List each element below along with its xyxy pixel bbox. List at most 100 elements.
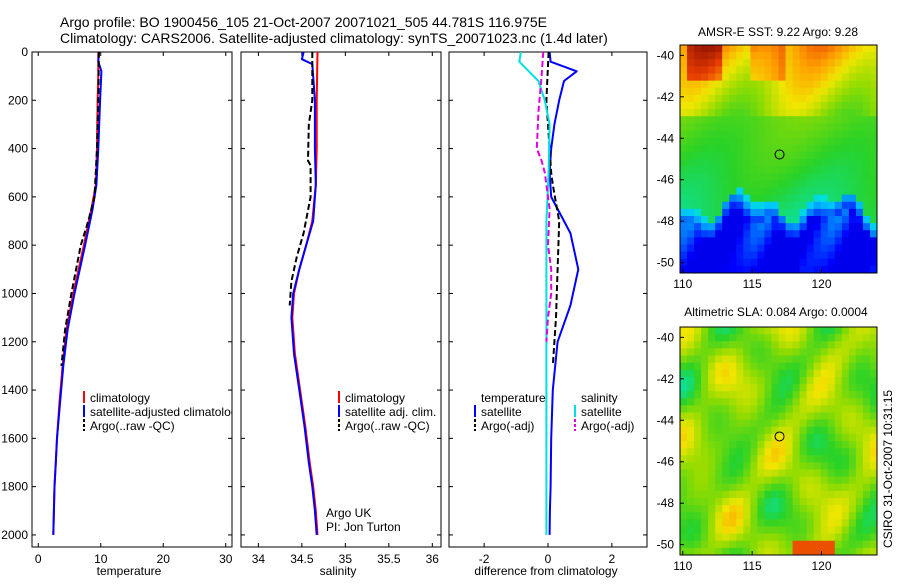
map-cell <box>841 159 850 167</box>
argo-position-marker <box>774 149 785 160</box>
map-cell <box>820 512 829 520</box>
map-cell <box>715 327 723 335</box>
map-cell <box>743 208 751 217</box>
map-cell <box>715 94 723 103</box>
x-tick-label: 36 <box>426 552 440 566</box>
map-cell <box>834 490 843 499</box>
map-cell <box>820 45 829 53</box>
map-cell <box>743 469 751 478</box>
map-cell <box>743 166 751 174</box>
map-cell <box>869 102 877 110</box>
map-cell <box>806 519 815 528</box>
map-cell <box>792 462 801 471</box>
map-cell <box>806 223 815 231</box>
map-cell <box>785 519 794 528</box>
map-cell <box>687 327 695 335</box>
map-cell <box>785 208 794 217</box>
map-cell <box>785 334 794 342</box>
map-cell <box>771 180 780 189</box>
map-cell <box>687 512 695 520</box>
map-cell <box>757 483 766 492</box>
map-cell <box>680 327 688 335</box>
map-cell <box>736 376 744 385</box>
map-cell <box>827 526 836 535</box>
map-cell <box>792 244 801 253</box>
map-cell <box>834 137 843 146</box>
map-cell <box>806 448 815 456</box>
map-cell <box>757 426 766 435</box>
map-cell <box>855 433 864 442</box>
map-cell <box>764 166 773 174</box>
map-cell <box>715 376 723 385</box>
map-cell <box>687 194 695 203</box>
map-cell <box>792 369 801 378</box>
map-cell <box>743 455 751 463</box>
map-cell <box>778 376 787 385</box>
map-cell <box>715 547 723 555</box>
map-cell <box>813 448 822 456</box>
map-cell <box>771 462 780 471</box>
map-cell <box>694 405 702 414</box>
map-cell <box>820 369 829 378</box>
map-cell <box>813 66 822 75</box>
map-cell <box>722 52 730 60</box>
map-cell <box>729 448 737 456</box>
map-cell <box>813 73 822 82</box>
map-cell <box>834 362 843 371</box>
map-cell <box>841 59 850 67</box>
map-cell <box>820 540 829 549</box>
map-cell <box>820 251 829 260</box>
map-cell <box>785 144 794 153</box>
map-cell <box>806 144 815 153</box>
map-cell <box>841 483 850 492</box>
map-cell <box>834 87 843 96</box>
map-cell <box>869 109 877 117</box>
map-cell <box>827 80 836 89</box>
map-cell <box>855 194 864 203</box>
map-cell <box>792 433 801 442</box>
map-cell <box>785 216 794 224</box>
map-cell <box>799 87 808 96</box>
map-cell <box>792 159 801 167</box>
map-cell <box>715 223 723 231</box>
map-cell <box>827 483 836 492</box>
map-cell <box>736 123 744 132</box>
map-cell <box>708 109 716 117</box>
map-cell <box>687 476 695 485</box>
x-tick-label: 120 <box>811 277 831 291</box>
map-cell <box>855 166 864 174</box>
map-cell <box>792 498 801 506</box>
map-cell <box>820 419 829 428</box>
map-cell <box>743 130 751 139</box>
map-cell <box>680 341 688 349</box>
map-cell <box>687 73 695 82</box>
map-cell <box>813 59 822 67</box>
map-cell <box>799 483 808 492</box>
y-tick-label: 600 <box>8 190 28 204</box>
map-cell <box>687 533 695 542</box>
map-cell <box>729 355 737 364</box>
map-cell <box>862 355 871 364</box>
map-cell <box>827 341 836 349</box>
map-cell <box>771 216 780 224</box>
map-cell <box>813 334 822 342</box>
map-cell <box>785 194 794 203</box>
map-cell <box>792 216 801 224</box>
map-cell <box>687 376 695 385</box>
map-cell <box>743 52 751 60</box>
map-cell <box>848 391 857 399</box>
map-cell <box>792 547 801 555</box>
map-cell <box>757 419 766 428</box>
map-cell <box>869 180 877 189</box>
map-cell <box>869 369 877 378</box>
map-cell <box>715 540 723 549</box>
map-cell <box>827 59 836 67</box>
map-cell <box>848 505 857 513</box>
map-cell <box>820 391 829 399</box>
map-cell <box>841 208 850 217</box>
map-cell <box>869 159 877 167</box>
map-cell <box>778 498 787 506</box>
map-cell <box>778 490 787 499</box>
map-cell <box>848 419 857 428</box>
map-cell <box>827 102 836 110</box>
